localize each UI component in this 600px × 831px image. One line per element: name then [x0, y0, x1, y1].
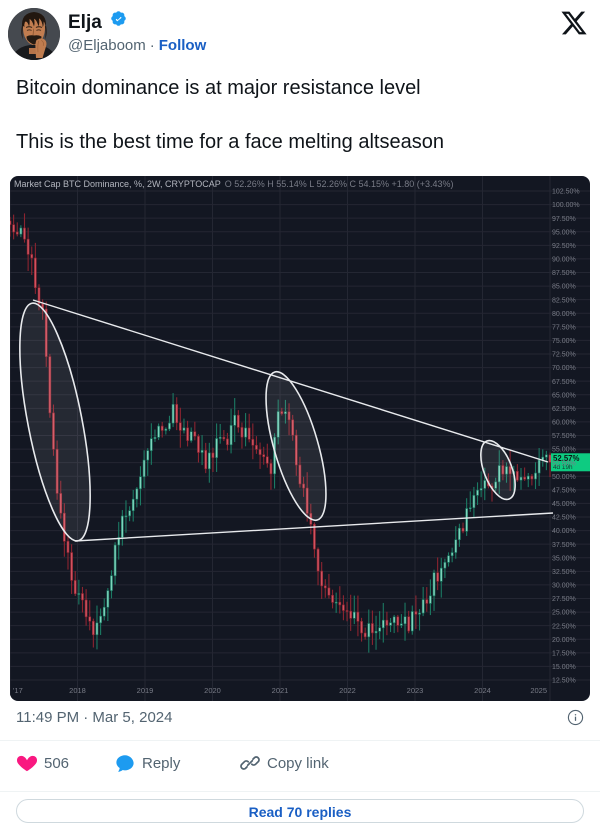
- svg-text:100.00%: 100.00%: [552, 202, 580, 209]
- svg-text:40.00%: 40.00%: [552, 528, 576, 535]
- svg-text:2023: 2023: [407, 686, 424, 695]
- svg-text:2020: 2020: [204, 686, 221, 695]
- svg-text:42.50%: 42.50%: [552, 515, 576, 522]
- svg-text:102.50%: 102.50%: [552, 189, 580, 196]
- svg-text:35.00%: 35.00%: [552, 555, 576, 562]
- svg-text:72.50%: 72.50%: [552, 352, 576, 359]
- svg-text:57.50%: 57.50%: [552, 433, 576, 440]
- svg-text:2021: 2021: [272, 686, 289, 695]
- svg-text:80.00%: 80.00%: [552, 311, 576, 318]
- svg-text:65.00%: 65.00%: [552, 392, 576, 399]
- svg-text:15.00%: 15.00%: [552, 664, 576, 671]
- svg-text:77.50%: 77.50%: [552, 324, 576, 331]
- svg-text:25.00%: 25.00%: [552, 610, 576, 617]
- svg-text:90.00%: 90.00%: [552, 257, 576, 264]
- svg-text:17.50%: 17.50%: [552, 650, 576, 657]
- svg-text:67.50%: 67.50%: [552, 379, 576, 386]
- svg-text:'17: '17: [13, 686, 23, 695]
- svg-text:2024: 2024: [474, 686, 491, 695]
- svg-text:2022: 2022: [339, 686, 356, 695]
- svg-text:Market Cap BTC Dominance, %, 2: Market Cap BTC Dominance, %, 2W, CRYPTOC…: [14, 179, 454, 189]
- svg-text:50.00%: 50.00%: [552, 474, 576, 481]
- svg-text:20.00%: 20.00%: [552, 637, 576, 644]
- svg-text:55.00%: 55.00%: [552, 447, 576, 454]
- svg-text:2018: 2018: [69, 686, 86, 695]
- svg-text:32.50%: 32.50%: [552, 569, 576, 576]
- svg-text:2019: 2019: [137, 686, 154, 695]
- svg-text:47.50%: 47.50%: [552, 487, 576, 494]
- svg-text:27.50%: 27.50%: [552, 596, 576, 603]
- svg-text:92.50%: 92.50%: [552, 243, 576, 250]
- svg-text:52.50%: 52.50%: [552, 460, 576, 467]
- svg-text:45.00%: 45.00%: [552, 501, 576, 508]
- svg-text:12.50%: 12.50%: [552, 678, 576, 685]
- svg-text:85.00%: 85.00%: [552, 284, 576, 291]
- svg-text:2025: 2025: [530, 686, 547, 695]
- svg-text:95.00%: 95.00%: [552, 229, 576, 236]
- svg-text:97.50%: 97.50%: [552, 216, 576, 223]
- svg-text:62.50%: 62.50%: [552, 406, 576, 413]
- svg-text:37.50%: 37.50%: [552, 542, 576, 549]
- svg-text:70.00%: 70.00%: [552, 365, 576, 372]
- svg-text:22.50%: 22.50%: [552, 623, 576, 630]
- svg-text:30.00%: 30.00%: [552, 583, 576, 590]
- svg-text:75.00%: 75.00%: [552, 338, 576, 345]
- svg-text:87.50%: 87.50%: [552, 270, 576, 277]
- svg-text:60.00%: 60.00%: [552, 420, 576, 427]
- svg-text:82.50%: 82.50%: [552, 297, 576, 304]
